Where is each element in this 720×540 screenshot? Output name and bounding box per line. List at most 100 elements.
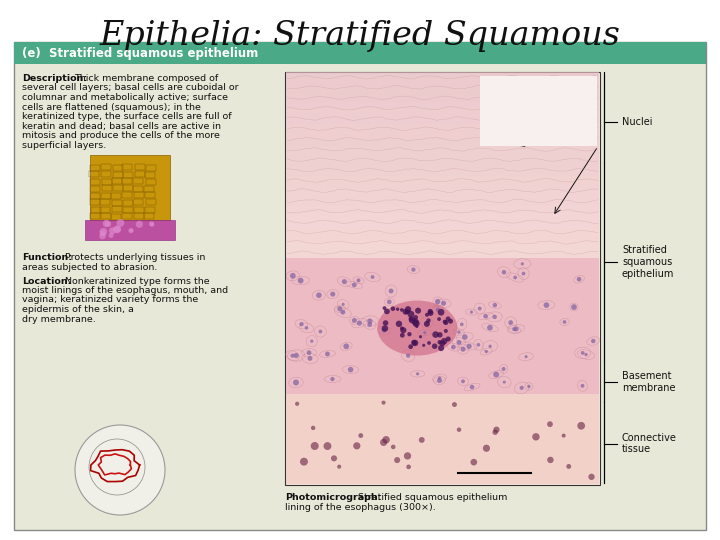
- Circle shape: [488, 345, 492, 348]
- Circle shape: [438, 340, 442, 345]
- Bar: [90, 213, 100, 219]
- Circle shape: [402, 309, 408, 315]
- Circle shape: [577, 277, 581, 281]
- Circle shape: [405, 310, 409, 314]
- Bar: [286, 117, 599, 124]
- Bar: [133, 178, 143, 184]
- Bar: [89, 165, 99, 171]
- Circle shape: [413, 315, 418, 320]
- Circle shape: [443, 320, 447, 323]
- Bar: [122, 164, 132, 170]
- Circle shape: [408, 332, 412, 336]
- Bar: [286, 124, 599, 131]
- Circle shape: [441, 338, 447, 345]
- Circle shape: [469, 385, 474, 389]
- Circle shape: [300, 322, 304, 326]
- Circle shape: [408, 345, 413, 349]
- Text: Nonkeratinized type forms the: Nonkeratinized type forms the: [65, 276, 210, 286]
- Text: (e)  Stratified squamous epithelium: (e) Stratified squamous epithelium: [22, 46, 258, 59]
- Text: areas subjected to abrasion.: areas subjected to abrasion.: [22, 263, 158, 272]
- Bar: [135, 171, 145, 177]
- Circle shape: [439, 340, 446, 346]
- Circle shape: [456, 428, 462, 432]
- Bar: [102, 193, 112, 199]
- Bar: [145, 192, 155, 199]
- Circle shape: [441, 301, 446, 306]
- Circle shape: [352, 282, 356, 287]
- Circle shape: [384, 308, 390, 314]
- Circle shape: [383, 320, 388, 326]
- Circle shape: [427, 341, 431, 345]
- Circle shape: [341, 310, 346, 314]
- Bar: [134, 213, 144, 219]
- Circle shape: [438, 376, 441, 380]
- Circle shape: [588, 474, 595, 480]
- Bar: [145, 179, 156, 185]
- Circle shape: [367, 319, 372, 324]
- Bar: [85, 219, 175, 240]
- Bar: [112, 200, 122, 206]
- Bar: [134, 207, 144, 213]
- Circle shape: [354, 442, 361, 449]
- Text: Function:: Function:: [22, 253, 72, 262]
- Circle shape: [400, 326, 404, 330]
- Bar: [102, 185, 112, 191]
- Circle shape: [470, 459, 477, 465]
- Bar: [102, 179, 112, 185]
- Circle shape: [316, 293, 322, 298]
- Circle shape: [492, 429, 498, 435]
- Bar: [100, 207, 110, 213]
- Circle shape: [396, 321, 402, 327]
- Circle shape: [404, 452, 411, 460]
- Bar: [113, 185, 123, 191]
- Text: lining of the esophagus (300×).: lining of the esophagus (300×).: [285, 503, 436, 511]
- Circle shape: [318, 329, 323, 333]
- Circle shape: [438, 345, 444, 351]
- Circle shape: [508, 320, 513, 325]
- Circle shape: [424, 321, 430, 327]
- Circle shape: [477, 343, 480, 347]
- Circle shape: [419, 335, 422, 339]
- Circle shape: [300, 458, 308, 465]
- Circle shape: [394, 457, 400, 463]
- Circle shape: [382, 401, 386, 404]
- Circle shape: [493, 427, 500, 433]
- Bar: [122, 213, 132, 219]
- Text: moist linings of the esophagus, mouth, and: moist linings of the esophagus, mouth, a…: [22, 286, 228, 295]
- Bar: [112, 192, 121, 199]
- Bar: [145, 165, 156, 171]
- Circle shape: [432, 331, 439, 338]
- Circle shape: [149, 221, 154, 227]
- Circle shape: [337, 464, 341, 469]
- Text: columnar and metabolically active; surface: columnar and metabolically active; surfa…: [22, 93, 228, 102]
- Bar: [286, 191, 599, 198]
- Bar: [286, 109, 599, 117]
- Text: vagina; keratinized variety forms the: vagina; keratinized variety forms the: [22, 295, 198, 305]
- Bar: [89, 193, 99, 199]
- Bar: [102, 164, 112, 170]
- Circle shape: [405, 306, 411, 313]
- Circle shape: [456, 340, 462, 345]
- Circle shape: [293, 380, 299, 386]
- Circle shape: [359, 433, 363, 438]
- Bar: [90, 199, 100, 205]
- Circle shape: [298, 278, 304, 284]
- Circle shape: [109, 233, 114, 238]
- Text: Thick membrane composed of: Thick membrane composed of: [74, 74, 218, 83]
- Circle shape: [425, 321, 428, 324]
- Bar: [286, 168, 599, 176]
- Bar: [286, 221, 599, 228]
- Circle shape: [342, 279, 347, 284]
- Bar: [144, 213, 154, 219]
- Text: Nuclei: Nuclei: [622, 117, 652, 126]
- Circle shape: [290, 354, 294, 357]
- Circle shape: [295, 402, 300, 406]
- Bar: [90, 154, 170, 219]
- Bar: [100, 199, 110, 206]
- Circle shape: [103, 220, 110, 227]
- Circle shape: [409, 316, 413, 321]
- Circle shape: [426, 319, 431, 323]
- Bar: [122, 192, 132, 198]
- Circle shape: [413, 320, 420, 327]
- Text: Stratified
squamous
epithelium: Stratified squamous epithelium: [622, 245, 675, 279]
